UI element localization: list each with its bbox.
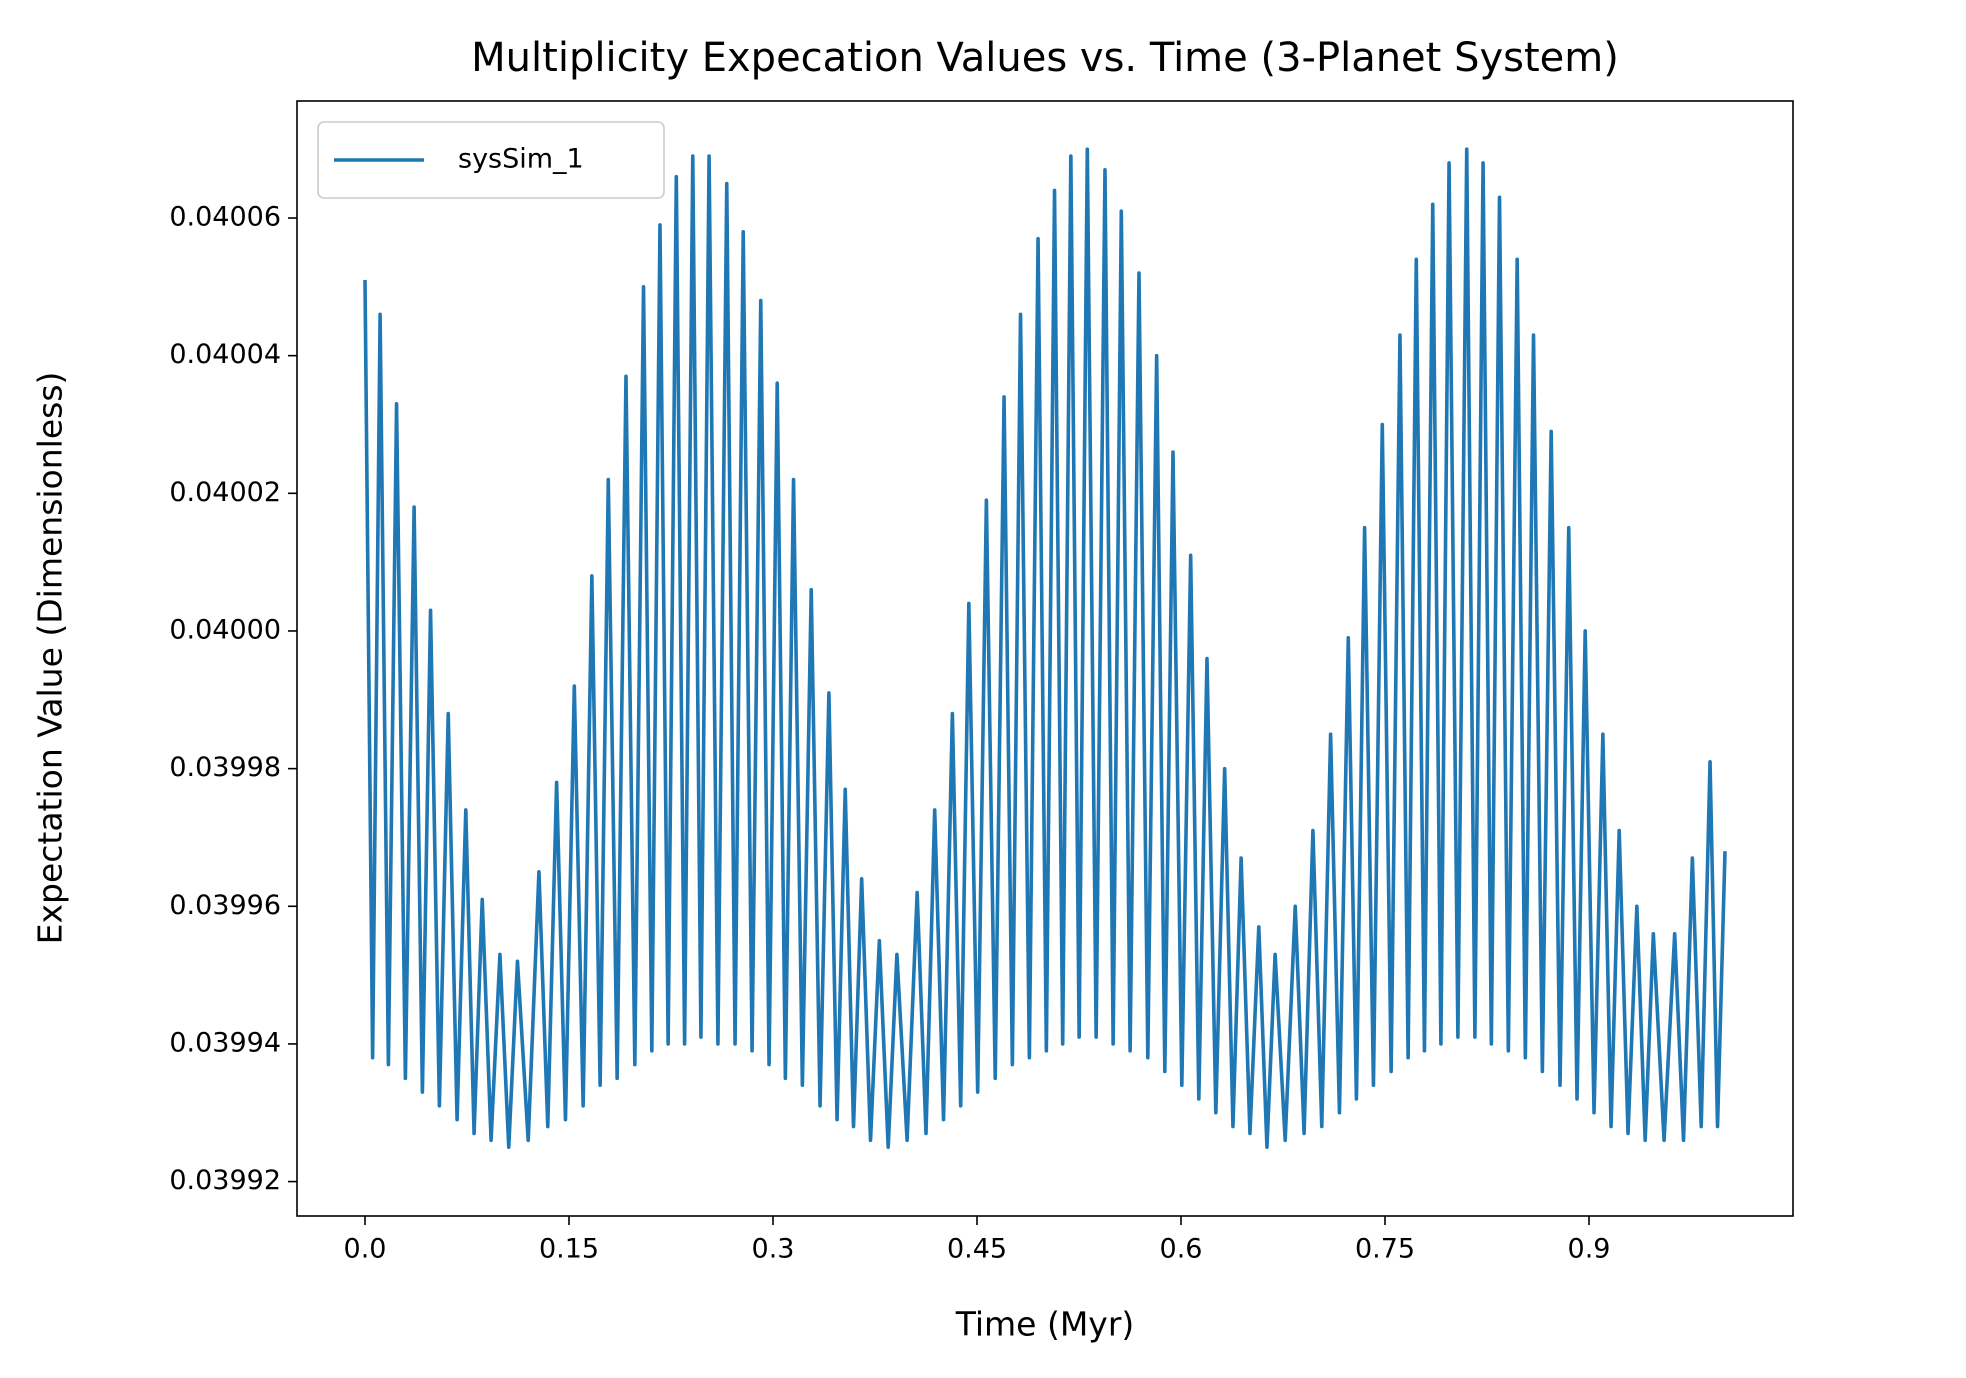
- x-tick-label: 0.15: [539, 1234, 599, 1265]
- y-tick-label: 0.03998: [169, 752, 281, 783]
- data-line: [363, 147, 1727, 1149]
- x-axis-label: Time (Myr): [955, 1305, 1135, 1344]
- y-axis-label: Expectation Value (Dimensionless): [31, 372, 70, 945]
- y-tick-label: 0.03994: [169, 1027, 281, 1058]
- x-tick-label: 0.45: [947, 1234, 1007, 1265]
- y-tick-label: 0.03996: [169, 890, 281, 921]
- axes-frame: [296, 100, 1794, 1217]
- y-tick-label: 0.04002: [169, 477, 281, 508]
- y-tick-label: 0.04000: [169, 614, 281, 645]
- plot-area: [363, 147, 1727, 1149]
- x-tick-label: 0.75: [1355, 1234, 1415, 1265]
- x-tick-label: 0.0: [344, 1234, 387, 1265]
- y-tick-label: 0.04004: [169, 339, 281, 370]
- legend-label: sysSim_1: [458, 144, 584, 175]
- legend-box: [317, 121, 665, 199]
- y-tick-label: 0.04006: [169, 202, 281, 233]
- x-tick-label: 0.9: [1568, 1234, 1611, 1265]
- chart-title: Multiplicity Expecation Values vs. Time …: [471, 35, 1619, 81]
- x-tick-label: 0.3: [752, 1234, 795, 1265]
- y-tick-label: 0.03992: [169, 1165, 281, 1196]
- x-tick-label: 0.6: [1160, 1234, 1203, 1265]
